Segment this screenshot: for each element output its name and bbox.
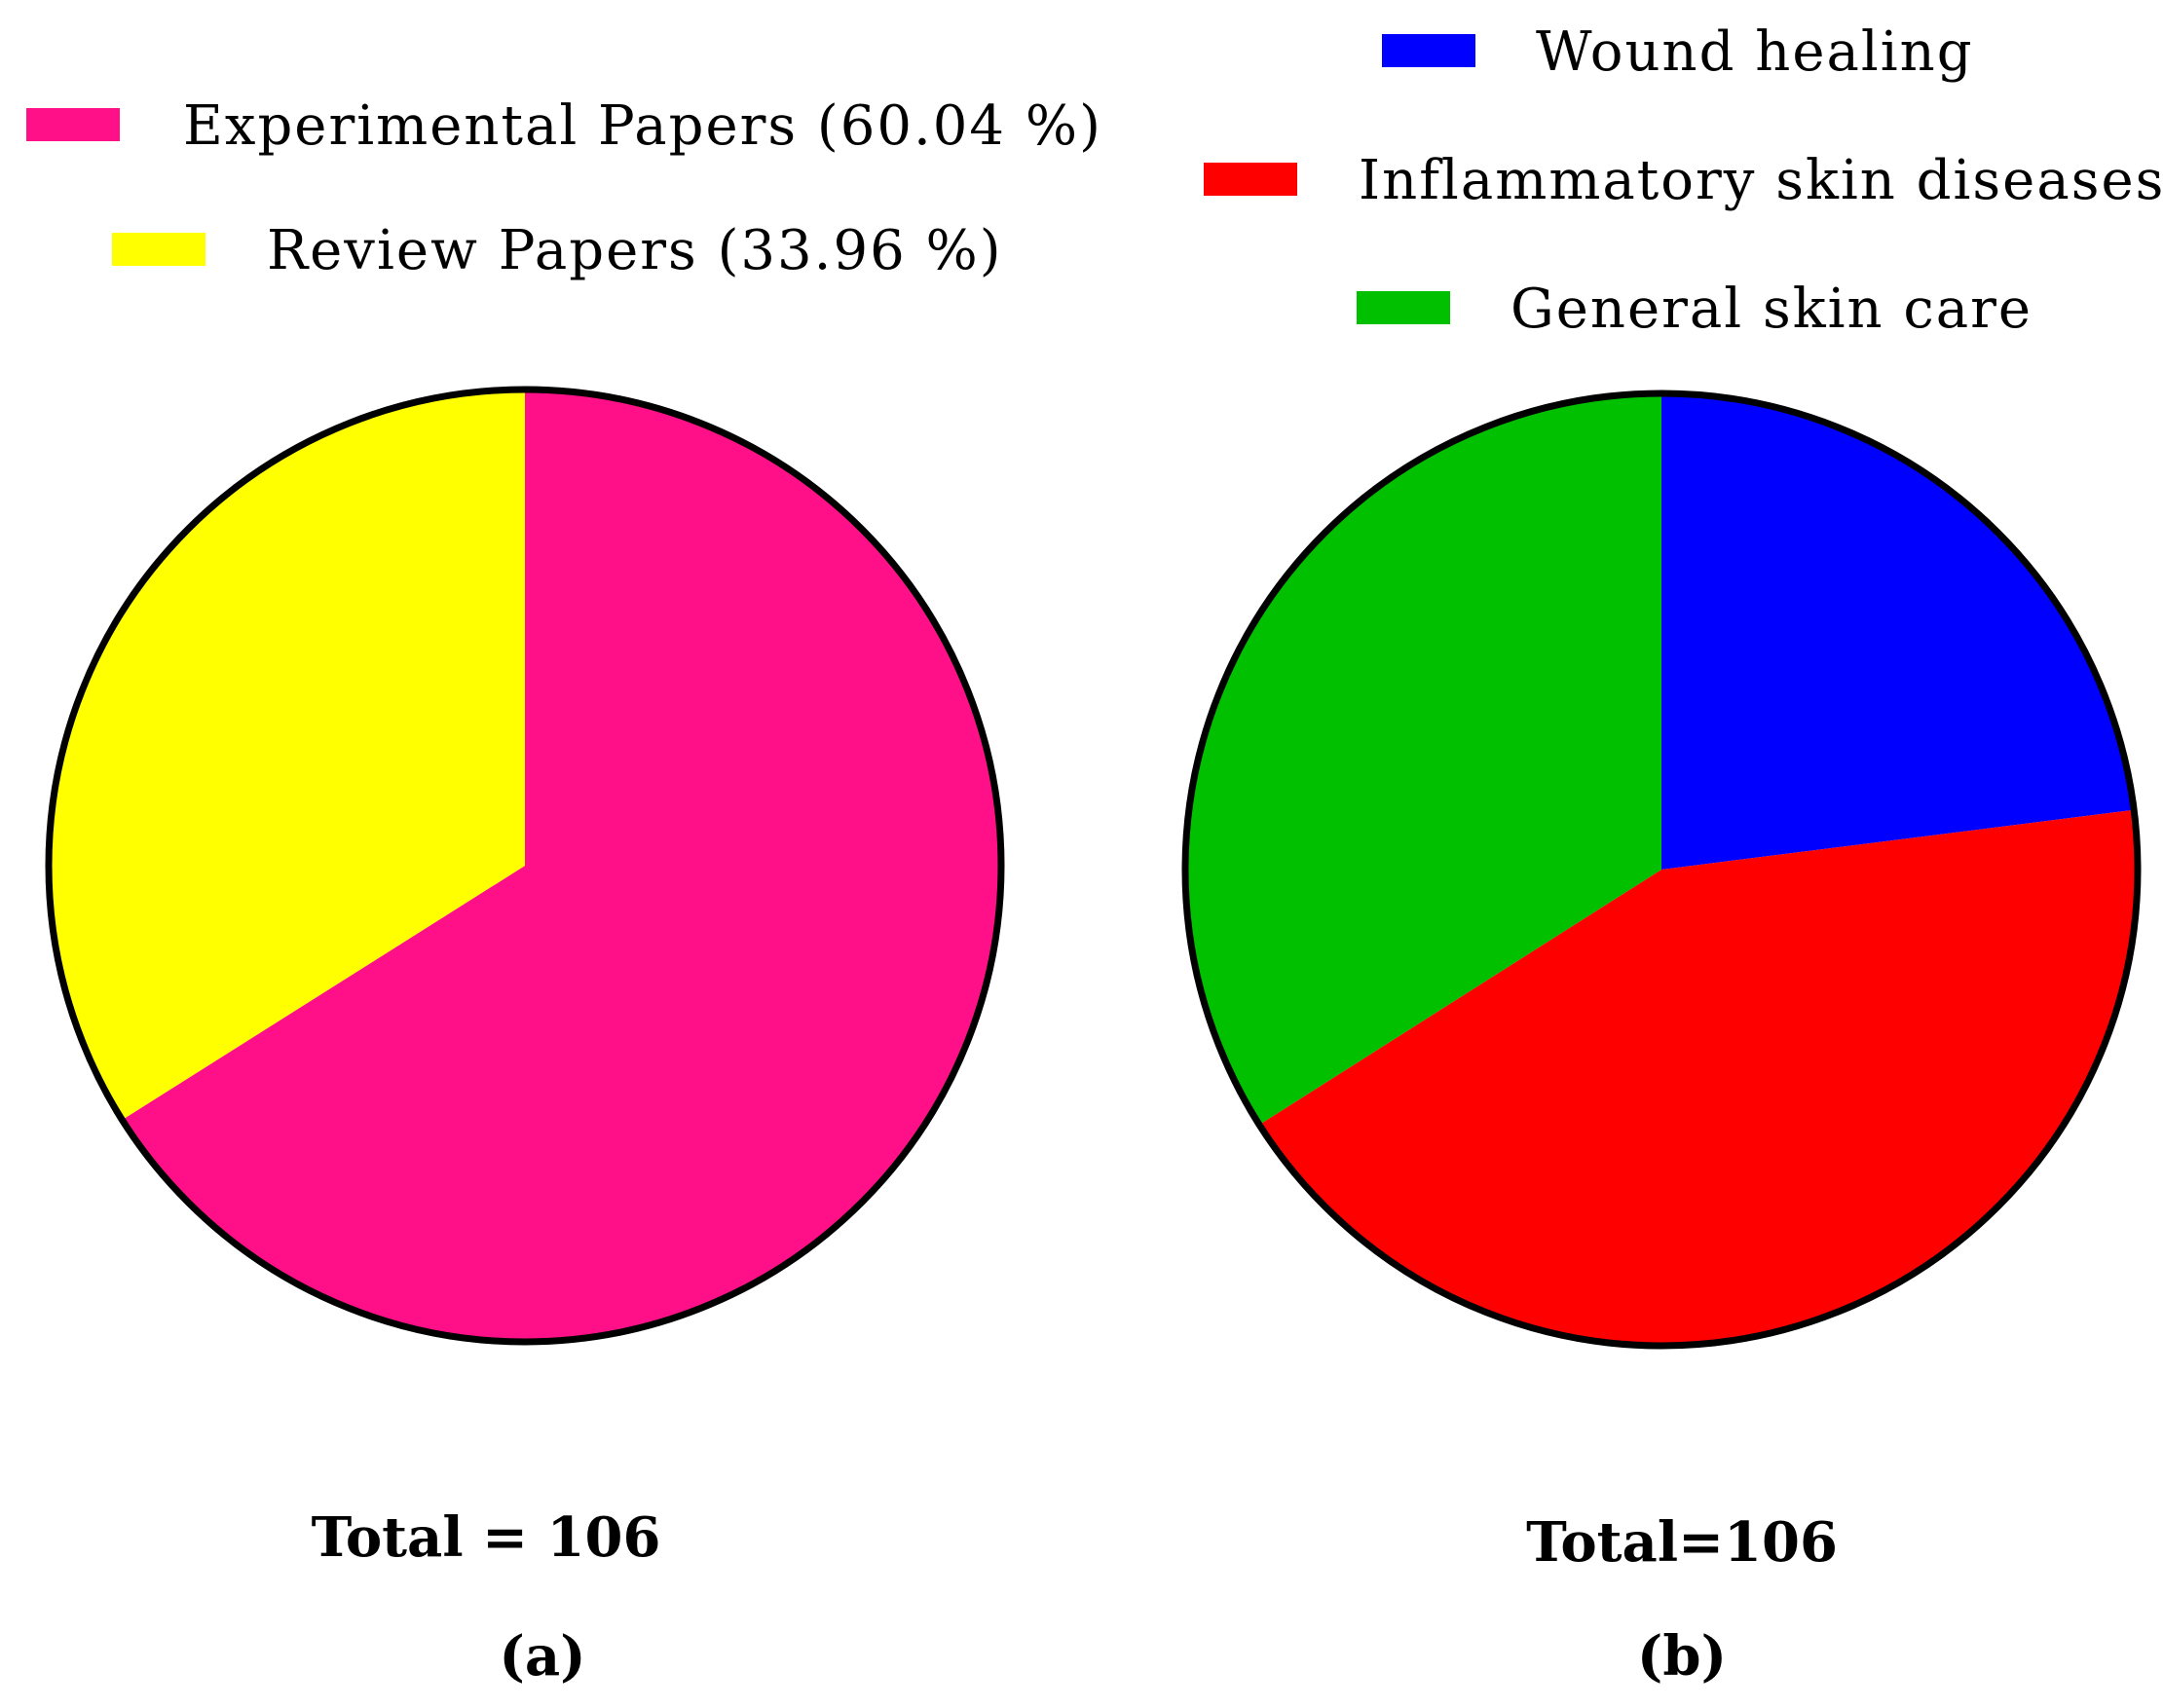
- legend-label-inflammatory: Inflammatory skin diseases: [1359, 149, 2163, 212]
- pie-b-outline: [1181, 390, 2142, 1350]
- panel-label-a: (a): [499, 1624, 585, 1689]
- pie-a-outline: [45, 386, 1005, 1346]
- legend-a: Experimental Papers (60.04 %) Review Pap…: [26, 94, 1102, 282]
- pie-b-slices: [1181, 390, 2142, 1350]
- legend-swatch-inflammatory: [1204, 163, 1297, 196]
- pie-a-slice-2: [49, 390, 525, 1120]
- legend-label-general-skin-care: General skin care: [1510, 278, 2032, 341]
- legend-swatch-general-skin-care: [1357, 291, 1450, 324]
- pie-a-slices: [45, 386, 1005, 1346]
- pie-chart-b: Wound healing Inflammatory skin diseases…: [1181, 20, 2163, 1689]
- legend-label-review: Review Papers (33.96 %): [267, 219, 1003, 282]
- pie-b-slice-2: [1259, 809, 2138, 1346]
- legend-swatch-wound-healing: [1382, 34, 1475, 67]
- total-label-b: Total=106: [1526, 1510, 1838, 1575]
- panel-label-b: (b): [1637, 1624, 1727, 1689]
- pie-b-slice-1: [1661, 393, 2135, 870]
- legend-swatch-experimental: [26, 108, 120, 141]
- legend-swatch-review: [112, 233, 205, 266]
- legend-b: Wound healing Inflammatory skin diseases…: [1204, 20, 2163, 341]
- total-label-a: Total = 106: [312, 1505, 661, 1570]
- pie-chart-a: Experimental Papers (60.04 %) Review Pap…: [26, 94, 1102, 1689]
- legend-label-wound-healing: Wound healing: [1536, 20, 1974, 84]
- legend-label-experimental: Experimental Papers (60.04 %): [183, 94, 1102, 158]
- pie-a-slice-1: [122, 390, 1001, 1343]
- pie-b-slice-3: [1185, 393, 1661, 1126]
